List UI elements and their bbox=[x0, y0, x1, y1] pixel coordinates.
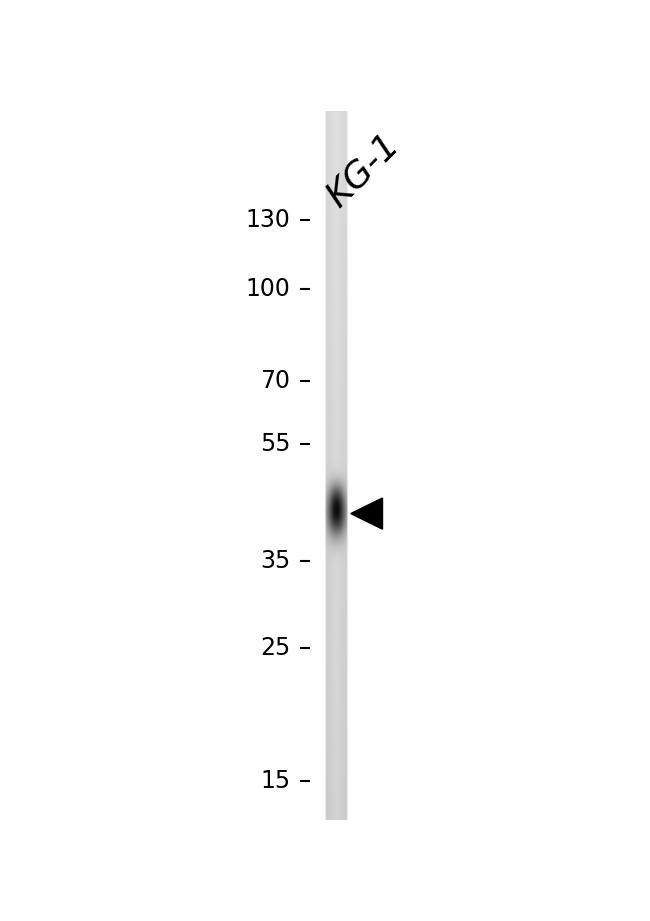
Text: 130: 130 bbox=[246, 208, 291, 232]
Text: 100: 100 bbox=[246, 276, 291, 300]
Polygon shape bbox=[351, 498, 382, 530]
Text: 35: 35 bbox=[260, 549, 291, 573]
Text: 70: 70 bbox=[260, 369, 291, 393]
Text: 55: 55 bbox=[260, 432, 291, 456]
Text: 15: 15 bbox=[260, 769, 291, 793]
Text: 25: 25 bbox=[260, 636, 291, 660]
Text: KG-1: KG-1 bbox=[319, 127, 405, 214]
